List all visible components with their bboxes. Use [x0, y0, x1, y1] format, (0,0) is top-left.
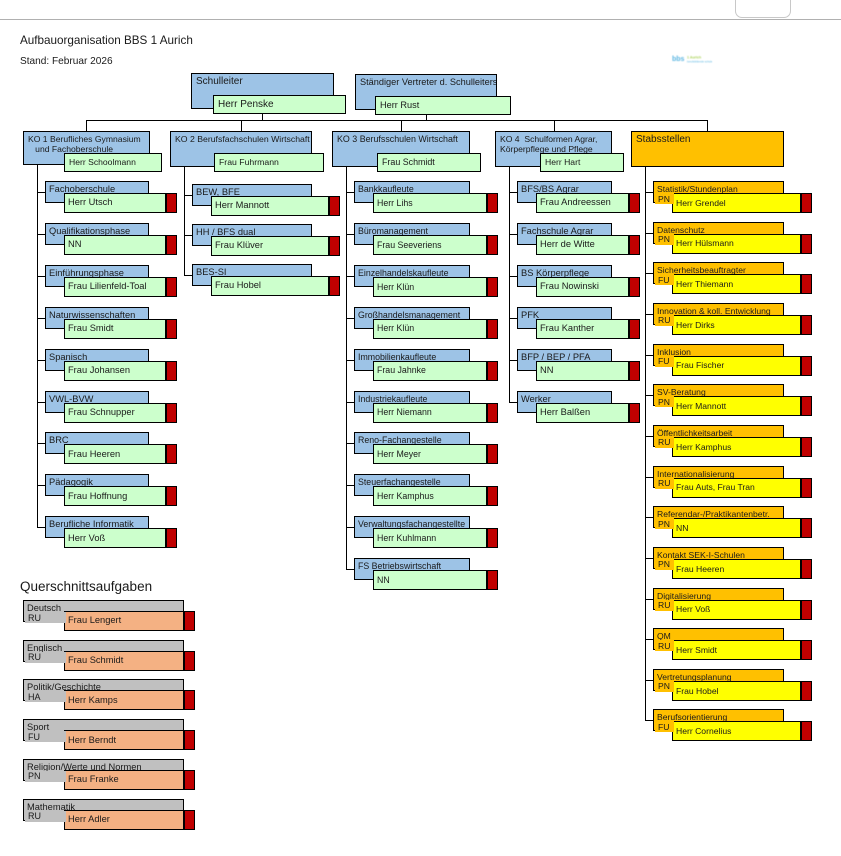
svg-text:berufsbildende schule: berufsbildende schule — [687, 60, 713, 64]
svg-text:bbs: bbs — [672, 56, 685, 63]
svg-text:1 Aurich: 1 Aurich — [687, 56, 701, 60]
